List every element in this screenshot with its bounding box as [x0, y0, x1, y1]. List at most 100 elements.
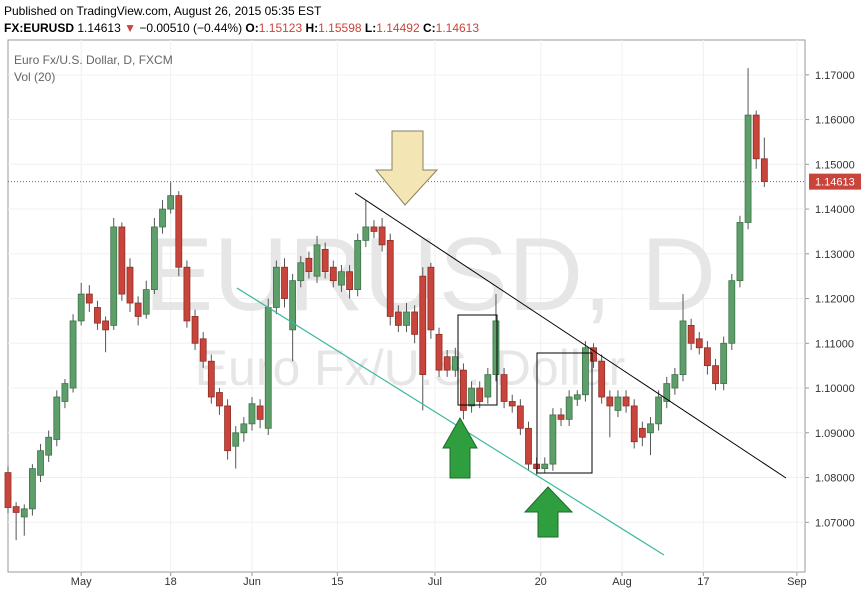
candle-body: [468, 387, 475, 407]
candle-body: [313, 244, 321, 277]
candle-body: [183, 266, 191, 322]
candle-body: [102, 320, 109, 331]
legend-title: Euro Fx/U.S. Dollar, D, FXCM: [14, 53, 173, 67]
candle-body: [370, 226, 378, 232]
y-tick-label: 1.14000: [815, 204, 855, 216]
y-tick-label: 1.10000: [815, 383, 855, 395]
candle-body: [61, 383, 69, 402]
candle-body: [167, 195, 175, 210]
candle-body: [338, 271, 345, 286]
candle-body: [175, 195, 183, 268]
candle-body: [720, 342, 728, 384]
candle-body: [590, 347, 597, 362]
candle-body: [28, 468, 36, 510]
y-tick-label: 1.17000: [815, 70, 855, 82]
candle-body: [45, 436, 53, 456]
open-value: 1.15123: [258, 21, 303, 35]
candle-body: [386, 239, 394, 317]
x-tick-label: 20: [535, 576, 547, 588]
candle-body: [4, 472, 12, 508]
trendline: [354, 192, 787, 479]
candle-body: [94, 307, 101, 324]
candle-body: [484, 374, 492, 398]
candle-body: [77, 293, 85, 322]
candle-body: [630, 405, 638, 443]
candle-body: [207, 360, 215, 398]
close-value: 1.14613: [435, 21, 480, 35]
candle-body: [492, 320, 500, 376]
last-price-box: [809, 173, 861, 190]
candle-body: [159, 208, 166, 228]
published: Published on TradingView.com, August 26,…: [4, 4, 322, 18]
candles: [4, 68, 805, 541]
high-label: H:: [305, 21, 319, 35]
candle-body: [427, 266, 435, 331]
candle-body: [354, 239, 362, 291]
arrow-up: [523, 486, 574, 538]
candle-body: [598, 360, 606, 398]
candle-body: [736, 222, 744, 282]
candle-body: [216, 392, 223, 407]
y-tick-label: 1.13000: [815, 249, 855, 261]
candle-body: [744, 114, 752, 223]
candle-body: [126, 266, 134, 304]
candle-body: [110, 226, 118, 326]
quote-line: FX:EURUSD 1.14613 ▼ −0.00510 (−0.44%) O:…: [4, 20, 479, 37]
low-label: L:: [364, 21, 377, 35]
candle-body: [508, 401, 516, 407]
candle-body: [476, 387, 484, 402]
arrow-down: [374, 130, 439, 206]
close-label: C:: [422, 21, 436, 35]
x-tick-label: Aug: [612, 576, 632, 588]
candle-body: [85, 293, 93, 304]
axes: 1.07000 1.08000 1.09000 1.10000 1.11000 1.120…: [71, 70, 861, 588]
candle-body: [281, 266, 288, 299]
candle-body: [20, 508, 28, 518]
candle-body: [695, 338, 703, 349]
candle-body: [403, 311, 410, 326]
candle-body: [134, 302, 142, 317]
last-price: 1.14613: [77, 21, 121, 35]
candle-body: [679, 320, 687, 376]
candle-body: [728, 280, 736, 344]
x-tick-label: 17: [697, 576, 709, 588]
candle-body: [712, 365, 719, 384]
header: Published on TradingView.com, August 26,…: [4, 3, 479, 37]
candle-body: [69, 320, 77, 389]
candle-body: [549, 414, 557, 465]
candle-body: [394, 311, 402, 326]
candle-body: [289, 280, 297, 331]
y-tick-label: 1.11000: [815, 338, 854, 350]
candle-body: [443, 356, 451, 371]
x-tick-label: 18: [165, 576, 177, 588]
candle-body: [752, 114, 760, 160]
x-tick-label: Jun: [243, 576, 261, 588]
low-value: 1.14492: [376, 21, 420, 35]
candle-body: [378, 226, 386, 246]
y-tick-label: 1.16000: [815, 115, 855, 127]
candle-body: [305, 257, 313, 273]
candle-body: [614, 396, 622, 411]
candle-body: [37, 450, 44, 476]
candle-body: [362, 226, 370, 241]
candle-body: [142, 289, 150, 315]
candle-body: [118, 226, 126, 295]
candle-body: [232, 432, 240, 447]
candle-body: [582, 347, 589, 396]
candle-body: [53, 396, 61, 440]
candle-body: [541, 463, 549, 469]
candle-body: [622, 396, 630, 407]
candle-body: [199, 338, 207, 362]
box: [536, 352, 593, 474]
candle-body: [647, 423, 654, 434]
candle-body: [573, 394, 581, 400]
x-tick-label: May: [71, 576, 92, 588]
y-tick-label: 1.15000: [815, 159, 855, 171]
candle-body: [248, 403, 256, 425]
candle-body: [451, 356, 459, 371]
x-tick-label: Sep: [787, 576, 807, 588]
candle-body: [272, 266, 280, 308]
high-value: 1.15598: [318, 21, 362, 35]
